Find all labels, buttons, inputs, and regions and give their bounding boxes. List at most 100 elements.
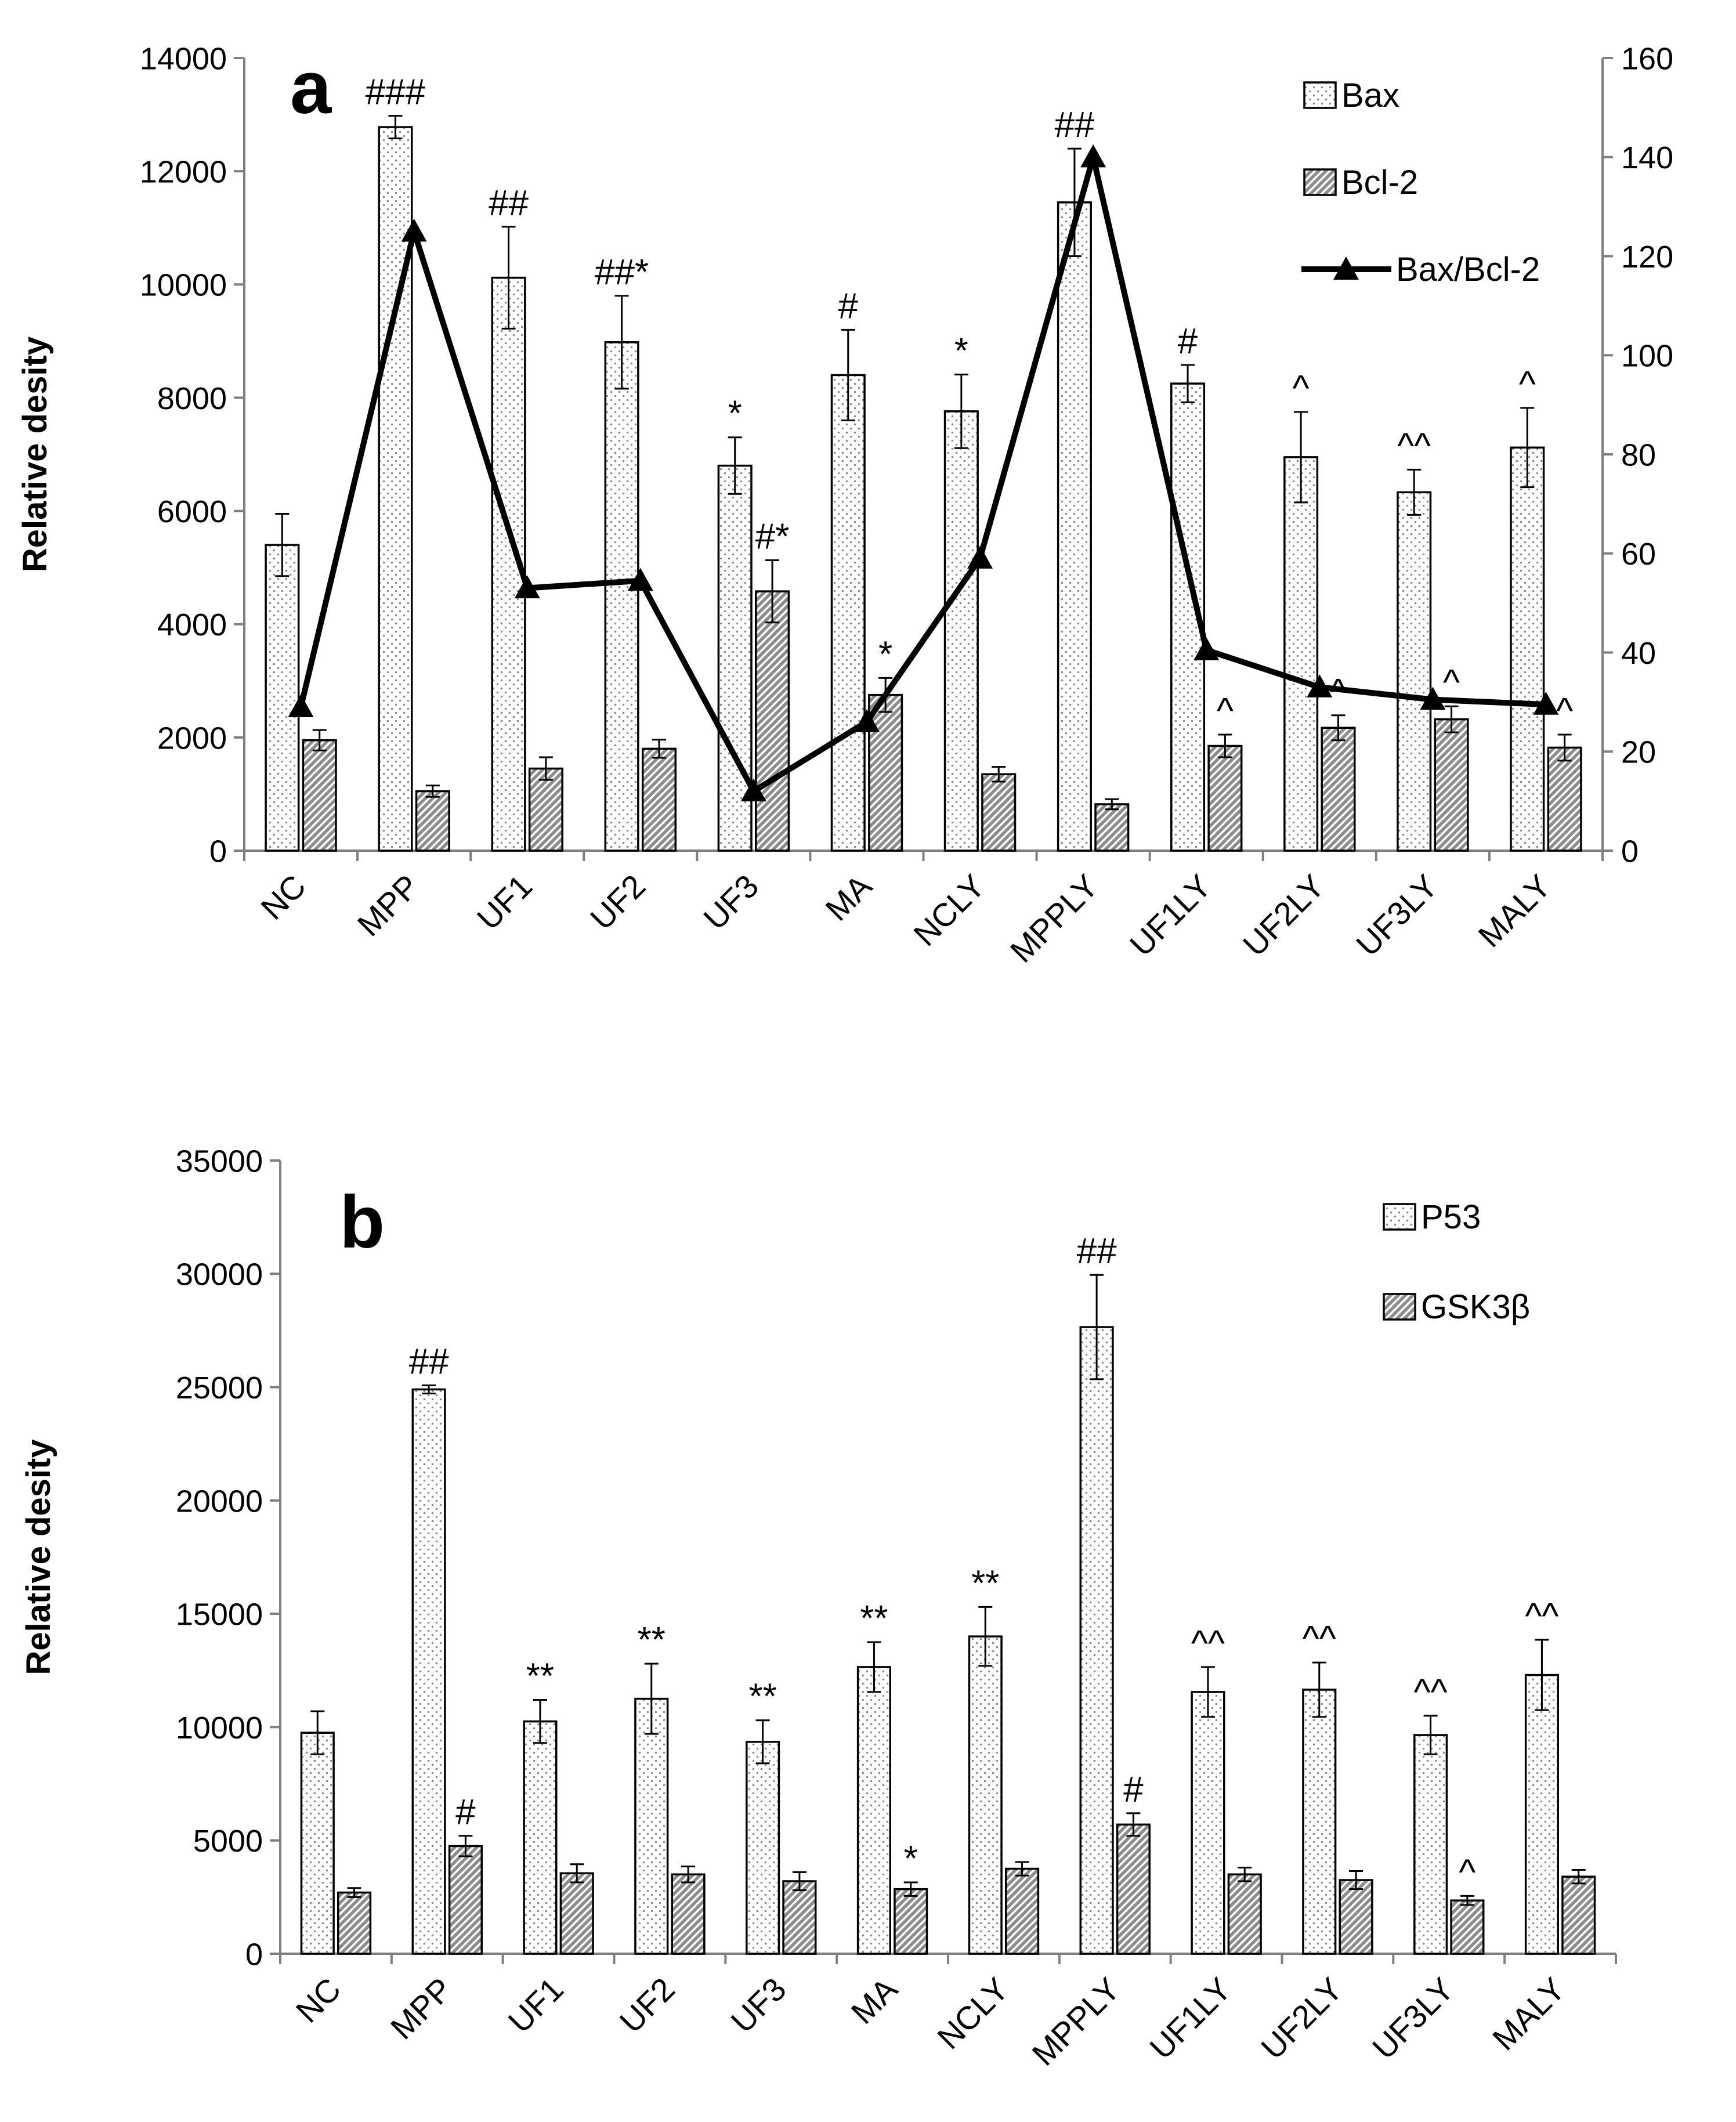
bar-gsk3- bbox=[1005, 1867, 1040, 1955]
significance-mark: * bbox=[954, 331, 968, 371]
bar-bcl-2 bbox=[1547, 746, 1582, 852]
y-tick-label: 35000 bbox=[176, 1144, 263, 1179]
y-axis-title: Relative desity bbox=[20, 1439, 57, 1675]
significance-mark: ### bbox=[366, 73, 426, 113]
bar-bcl-2 bbox=[981, 773, 1017, 852]
bar-p53 bbox=[1524, 1673, 1559, 1955]
bar-bax bbox=[604, 341, 639, 852]
legend-label: GSK3β bbox=[1421, 1288, 1530, 1326]
significance-mark: * bbox=[904, 1839, 918, 1879]
bar-bcl-2 bbox=[415, 790, 450, 852]
legend-swatch bbox=[1383, 1293, 1416, 1321]
x-category-label: UF3LY bbox=[1349, 867, 1445, 963]
x-category-label: UF2 bbox=[583, 867, 652, 937]
bar-bax bbox=[1397, 491, 1432, 852]
ratio-marker bbox=[401, 218, 427, 242]
bar-gsk3- bbox=[448, 1845, 483, 1955]
significance-mark: ** bbox=[748, 1677, 776, 1717]
y2-tick-label: 40 bbox=[1621, 636, 1656, 671]
legend-label: Bax/Bcl-2 bbox=[1396, 251, 1540, 288]
significance-mark: ** bbox=[860, 1599, 888, 1639]
y-tick-label: 20000 bbox=[176, 1484, 263, 1519]
bar-p53 bbox=[746, 1741, 780, 1955]
significance-mark: ## bbox=[489, 183, 529, 223]
y-tick-label: 30000 bbox=[176, 1257, 263, 1292]
ratio-marker bbox=[1420, 686, 1446, 710]
bar-gsk3- bbox=[1116, 1823, 1151, 1955]
x-category-label: UF1 bbox=[501, 1971, 570, 2040]
significance-mark: ^ bbox=[1556, 691, 1573, 731]
legend-swatch bbox=[1383, 1203, 1416, 1231]
bar-p53 bbox=[1079, 1326, 1114, 1955]
panel-a: 0 2000 4000 6000 8000 10000 12000 14000 NC MPP UF1… bbox=[16, 41, 1673, 969]
bar-gsk3- bbox=[782, 1880, 817, 1955]
significance-mark: * bbox=[878, 634, 892, 674]
x-category-label: MALY bbox=[1485, 1971, 1572, 2057]
bar-bax bbox=[1283, 456, 1319, 852]
x-category-label: MPP bbox=[384, 1971, 459, 2046]
panel-letter: a bbox=[290, 46, 332, 129]
significance-mark: * bbox=[728, 394, 742, 434]
x-category-label: NCLY bbox=[906, 867, 992, 953]
x-category-label: UF3LY bbox=[1365, 1971, 1461, 2066]
legend-label: P53 bbox=[1421, 1198, 1481, 1236]
bar-bax bbox=[1510, 446, 1545, 852]
ratio-marker bbox=[967, 545, 993, 569]
significance-mark: # bbox=[455, 1792, 476, 1832]
bar-bcl-2 bbox=[641, 747, 677, 852]
ratio-marker bbox=[1080, 144, 1106, 168]
significance-mark: ^^ bbox=[1303, 1619, 1336, 1659]
ratio-marker bbox=[853, 709, 880, 732]
significance-mark: ^ bbox=[1459, 1852, 1475, 1892]
significance-mark: # bbox=[838, 286, 859, 326]
x-category-label: NCLY bbox=[930, 1971, 1015, 2056]
x-category-label: UF2LY bbox=[1254, 1971, 1350, 2066]
x-category-label: UF1LY bbox=[1142, 1971, 1238, 2066]
y-tick-label: 8000 bbox=[157, 381, 227, 416]
significance-mark: ##* bbox=[595, 252, 649, 292]
legend-swatch bbox=[1303, 81, 1337, 109]
bar-gsk3- bbox=[894, 1888, 928, 1955]
bar-bax bbox=[830, 374, 866, 852]
y2-tick-label: 60 bbox=[1621, 537, 1656, 572]
y2-tick-label: 80 bbox=[1621, 438, 1656, 472]
y-tick-label: 14000 bbox=[140, 41, 227, 76]
y2-tick-label: 20 bbox=[1621, 735, 1656, 770]
significance-mark: ^ bbox=[1217, 691, 1234, 731]
x-category-label: NC bbox=[254, 867, 313, 927]
significance-mark: ^ bbox=[1519, 364, 1536, 404]
bar-gsk3- bbox=[1450, 1899, 1485, 1955]
ratio-marker bbox=[627, 567, 653, 591]
bar-p53 bbox=[523, 1720, 558, 1955]
bar-bcl-2 bbox=[1434, 718, 1469, 852]
significance-mark: ^^ bbox=[1525, 1596, 1558, 1636]
legend: Bax Bcl-2 Bax/Bcl-2 bbox=[1301, 77, 1540, 288]
y-tick-label: 4000 bbox=[157, 608, 227, 642]
bar-p53 bbox=[1191, 1691, 1225, 1955]
x-category-label: MA bbox=[818, 867, 878, 927]
bar-bax bbox=[265, 544, 300, 852]
bar-bax bbox=[1057, 201, 1092, 852]
y-tick-label: 5000 bbox=[193, 1824, 263, 1859]
bar-bcl-2 bbox=[1094, 803, 1130, 852]
significance-mark: ^ bbox=[1443, 663, 1460, 703]
y-tick-label: 12000 bbox=[140, 155, 227, 190]
bar-gsk3- bbox=[671, 1873, 706, 1955]
bar-gsk3- bbox=[1227, 1873, 1262, 1955]
significance-mark: ^^ bbox=[1191, 1624, 1225, 1664]
significance-mark: # bbox=[1178, 321, 1198, 362]
x-category-label: UF1LY bbox=[1123, 867, 1218, 963]
x-category-label: MALY bbox=[1471, 867, 1558, 954]
legend-swatch bbox=[1303, 168, 1337, 196]
bar-p53 bbox=[634, 1697, 669, 1955]
bar-gsk3- bbox=[559, 1872, 594, 1955]
panel-letter: b bbox=[339, 1181, 385, 1264]
y2-tick-label: 120 bbox=[1621, 240, 1673, 274]
bar-bax bbox=[378, 126, 413, 852]
ratio-marker bbox=[514, 575, 540, 599]
legend-label: Bcl-2 bbox=[1341, 164, 1418, 201]
bar-bcl-2 bbox=[1207, 744, 1243, 852]
legend: P53 GSK3β bbox=[1383, 1198, 1530, 1326]
ratio-marker bbox=[1307, 674, 1333, 697]
bar-gsk3- bbox=[1339, 1879, 1373, 1955]
